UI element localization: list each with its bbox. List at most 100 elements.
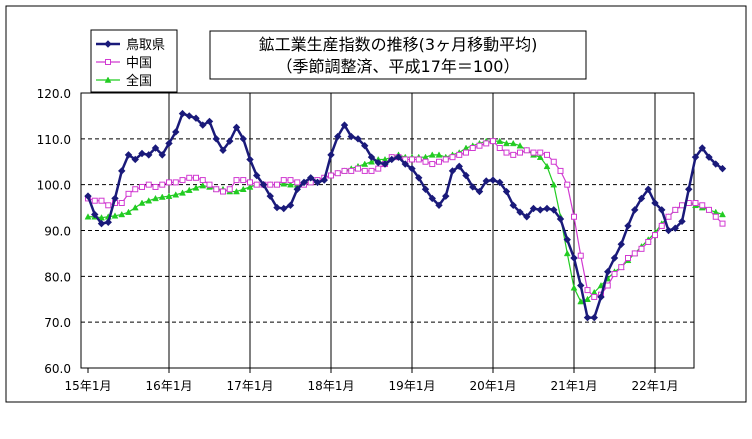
data-point-national — [239, 185, 247, 192]
data-point-tottori — [563, 235, 571, 244]
data-point-chugoku — [294, 179, 301, 186]
data-point-chugoku — [415, 156, 422, 163]
y-tick-label: 70.0 — [44, 316, 71, 330]
data-point-national — [509, 139, 517, 147]
data-point-national — [165, 192, 173, 199]
data-point-chugoku — [422, 158, 429, 165]
data-point-tottori — [259, 180, 268, 189]
data-point-chugoku — [490, 138, 496, 145]
data-point-national — [543, 162, 551, 170]
data-point-national — [536, 153, 544, 160]
data-point-chugoku — [591, 293, 598, 300]
data-point-chugoku — [91, 197, 98, 204]
series-tottori — [84, 109, 727, 322]
chart-title-line1: 鉱工業生産指数の推移(3ヶ月移動平均) — [259, 35, 538, 54]
data-point-tottori — [91, 210, 99, 219]
data-point-tottori — [232, 123, 241, 132]
data-point-chugoku — [193, 174, 199, 181]
data-point-chugoku — [179, 177, 186, 184]
data-point-tottori — [489, 176, 497, 184]
data-point-chugoku — [706, 206, 712, 213]
data-point-tottori — [192, 114, 200, 122]
legend-marker-national — [104, 76, 112, 83]
data-point-chugoku — [449, 154, 456, 161]
data-point-tottori — [570, 254, 578, 262]
data-point-national — [435, 151, 443, 158]
data-point-tottori — [361, 142, 369, 150]
data-point-tottori — [307, 174, 315, 182]
data-point-chugoku — [159, 181, 166, 188]
data-point-chugoku — [213, 186, 220, 193]
data-point-chugoku — [341, 167, 348, 174]
data-point-tottori — [334, 132, 342, 141]
data-point-national — [287, 181, 294, 188]
y-tick-label: 60.0 — [44, 362, 71, 376]
data-point-chugoku — [172, 179, 179, 186]
data-point-national — [496, 137, 504, 144]
data-point-national — [158, 193, 166, 200]
x-tick-label: 20年1月 — [470, 379, 517, 393]
x-tick-label: 15年1月 — [65, 379, 112, 393]
data-point-national — [152, 194, 159, 202]
data-point-national — [246, 183, 254, 190]
data-point-tottori — [604, 268, 612, 276]
data-point-chugoku — [463, 149, 469, 156]
data-point-tottori — [347, 132, 355, 141]
y-axis: 60.0 70.0 80.0 90.0 100.0 110.0 120.0 — [37, 87, 71, 376]
data-point-tottori — [705, 153, 713, 161]
data-point-tottori — [226, 137, 234, 145]
plot-area — [80, 92, 695, 369]
data-point-chugoku — [199, 177, 206, 184]
chart-title-line2: （季節調整済、平成17年＝100） — [277, 57, 520, 76]
y-tick-label: 100.0 — [37, 179, 71, 193]
data-point-tottori — [617, 240, 625, 248]
data-point-chugoku — [409, 156, 415, 163]
data-point-chugoku — [483, 140, 490, 147]
data-point-national — [577, 298, 585, 305]
data-point-chugoku — [206, 181, 213, 188]
data-point-national — [192, 184, 200, 191]
data-point-tottori — [529, 204, 538, 213]
data-point-chugoku — [557, 167, 564, 174]
data-point-tottori — [138, 149, 146, 158]
data-point-national — [199, 182, 207, 189]
data-point-chugoku — [510, 151, 517, 158]
data-point-chugoku — [496, 145, 503, 151]
series-layer — [84, 109, 727, 322]
data-point-tottori — [151, 144, 160, 152]
data-point-tottori — [293, 185, 301, 193]
series-chugoku — [85, 138, 726, 300]
x-tick-label: 22年1月 — [632, 379, 679, 393]
data-point-tottori — [246, 155, 254, 164]
data-point-chugoku — [571, 213, 577, 220]
data-point-tottori — [482, 177, 490, 185]
data-point-chugoku — [125, 190, 132, 197]
x-tick-label: 16年1月 — [146, 379, 193, 393]
data-point-chugoku — [132, 186, 139, 193]
data-point-tottori — [178, 109, 187, 118]
legend-marker-tottori — [104, 40, 112, 48]
data-point-tottori — [300, 178, 308, 187]
data-point-national — [368, 158, 375, 165]
data-point-tottori — [340, 121, 349, 129]
data-point-tottori — [381, 160, 389, 168]
data-point-chugoku — [240, 177, 247, 184]
data-point-chugoku — [476, 142, 483, 149]
data-point-chugoku — [719, 220, 726, 227]
data-point-chugoku — [98, 197, 105, 204]
data-point-chugoku — [456, 151, 463, 158]
data-point-chugoku — [631, 250, 638, 257]
data-point-chugoku — [712, 213, 719, 220]
data-point-tottori — [577, 281, 585, 290]
x-tick-label: 18年1月 — [308, 379, 355, 393]
data-point-chugoku — [550, 158, 557, 165]
data-point-chugoku — [226, 186, 233, 193]
data-point-tottori — [388, 155, 396, 164]
data-point-tottori — [104, 218, 112, 226]
data-point-chugoku — [658, 222, 665, 229]
data-point-tottori — [469, 183, 477, 191]
data-point-tottori — [556, 215, 565, 223]
data-point-chugoku — [625, 255, 631, 261]
data-point-tottori — [536, 206, 544, 214]
